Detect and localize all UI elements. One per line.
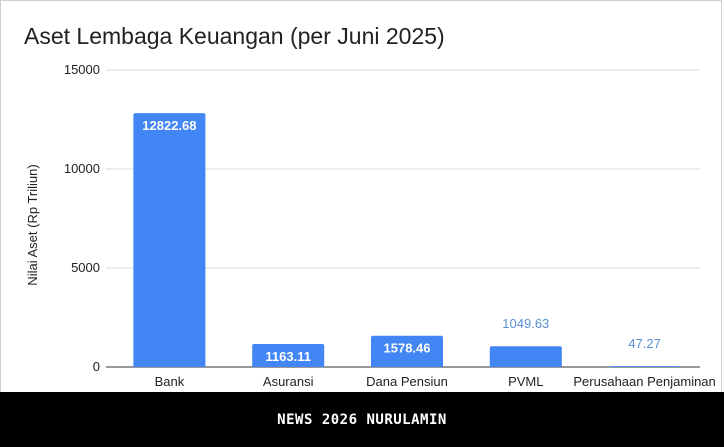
- data-label: 1578.46: [384, 341, 431, 356]
- bar-asuransi: [252, 343, 325, 367]
- data-label: 12822.68: [142, 118, 196, 133]
- data-labels: 12822.68 1163.11 1578.46 1049.63 47.27: [142, 118, 661, 364]
- data-label: 47.27: [628, 336, 661, 351]
- bars: [133, 113, 681, 369]
- bar-perusahaan-penjaminan: [608, 366, 681, 369]
- chart-frame: [0, 0, 722, 392]
- data-label: 1049.63: [502, 316, 549, 331]
- y-tick-label: 10000: [64, 161, 100, 176]
- bar-chart: Aset Lembaga Keuangan (per Juni 2025) Ni…: [24, 23, 716, 389]
- chart-title: Aset Lembaga Keuangan (per Juni 2025): [24, 23, 445, 49]
- x-category-label: Dana Pensiun: [366, 374, 448, 389]
- y-tick-label: 15000: [64, 62, 100, 77]
- bar-bank: [133, 113, 206, 368]
- x-axis-categories: Bank Asuransi Dana Pensiun PVML Perusahaan P…: [155, 374, 716, 389]
- y-tick-label: 5000: [71, 260, 100, 275]
- x-category-label: Asuransi: [263, 374, 314, 389]
- bar-dana-pensiun: [371, 335, 443, 367]
- x-category-label: Bank: [155, 374, 185, 389]
- bar-pvml: [489, 346, 562, 367]
- data-label: 1163.11: [265, 349, 311, 364]
- footer-banner: NEWS 2026 NURULAMIN: [0, 392, 724, 447]
- x-category-label: PVML: [508, 374, 543, 389]
- y-tick-label: 0: [93, 359, 100, 374]
- x-category-label: Perusahaan Penjaminan: [573, 374, 715, 389]
- y-axis-ticks: 0 5000 10000 15000: [64, 62, 100, 374]
- y-axis-title: Nilai Aset (Rp Triliun): [25, 164, 40, 285]
